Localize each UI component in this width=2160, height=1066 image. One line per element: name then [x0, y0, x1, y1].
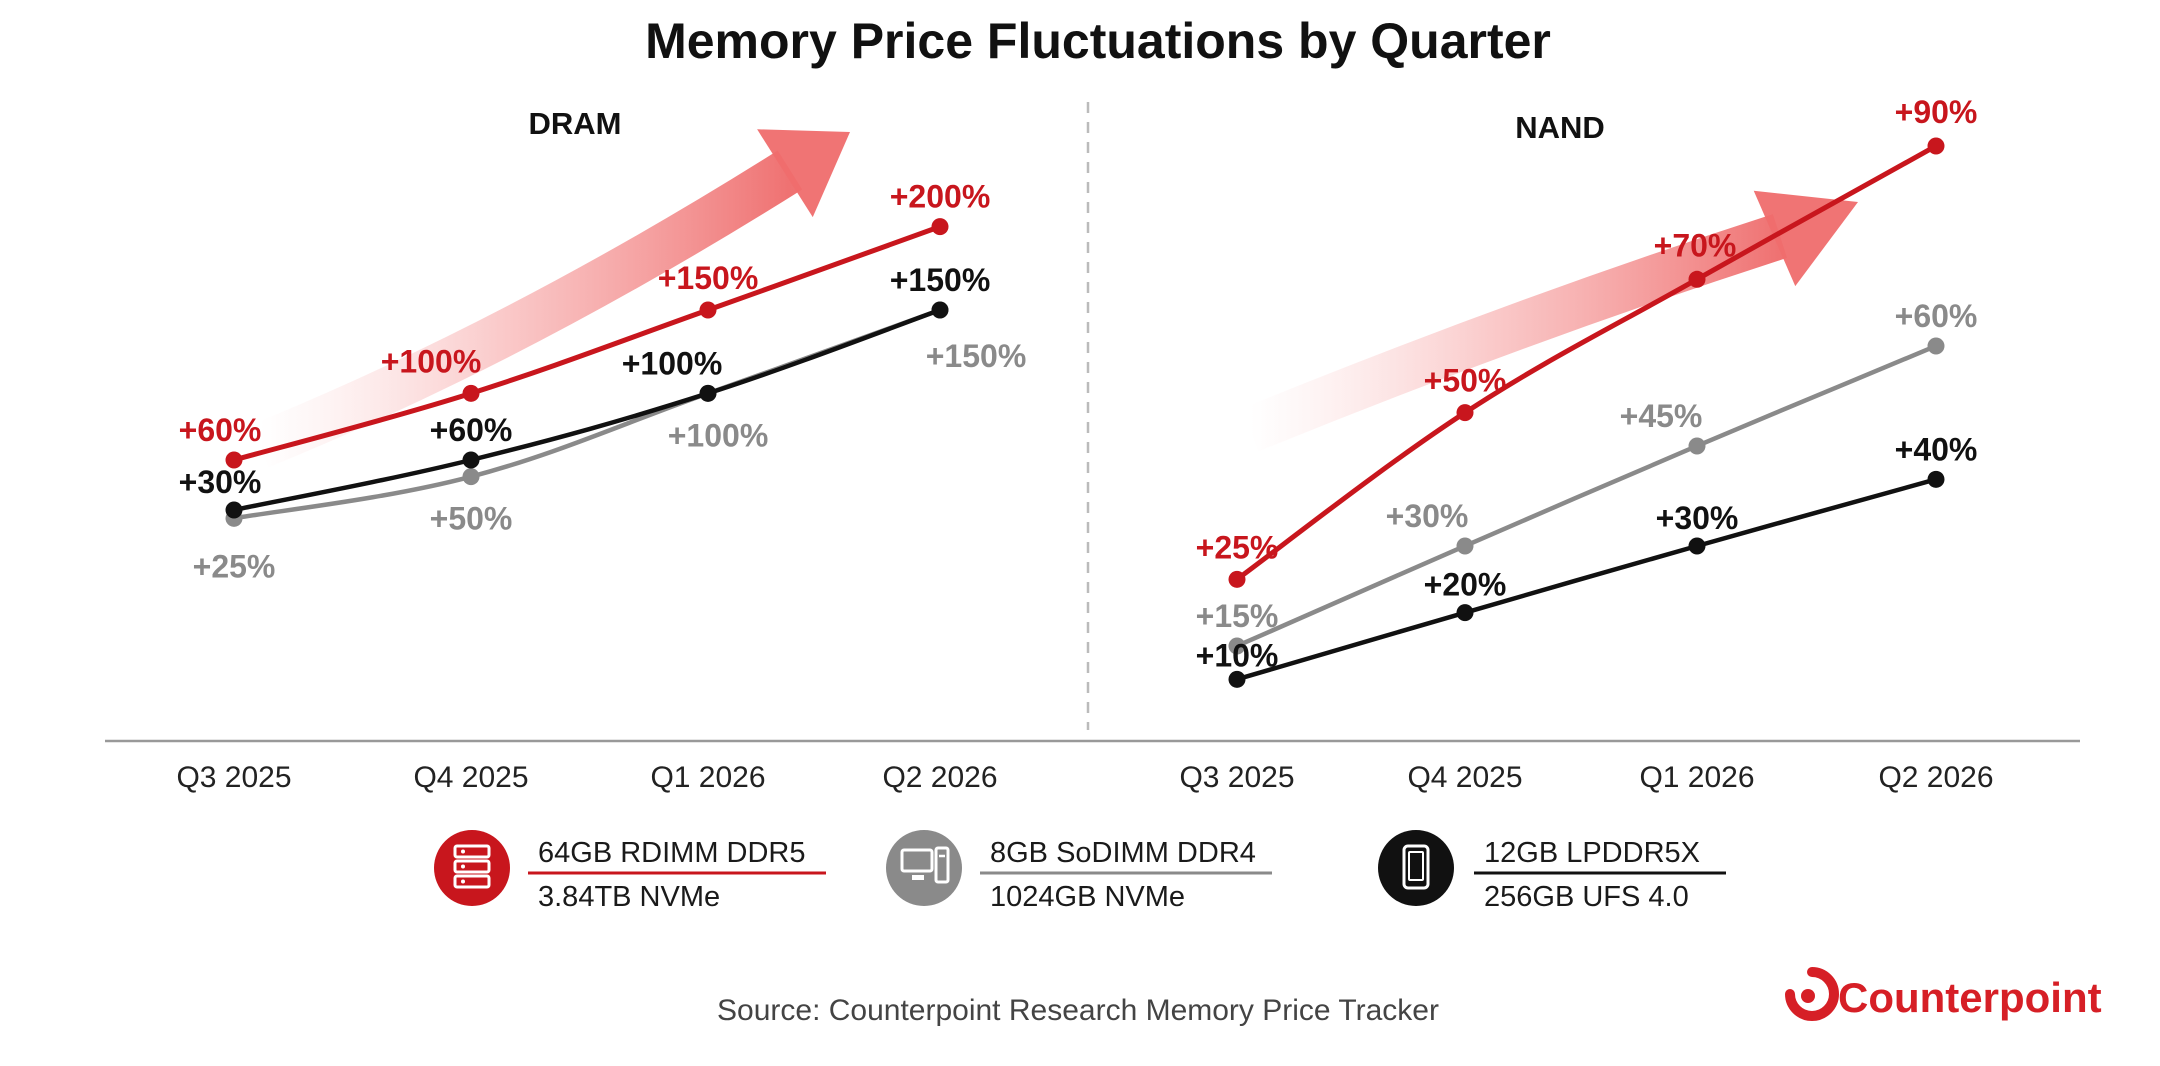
dram-red-data-label: +100%: [381, 343, 482, 379]
legend-red-dram-label: 64GB RDIMM DDR5: [538, 837, 806, 869]
dram-gray-data-label: +100%: [668, 417, 769, 453]
dram-black-line: [231, 307, 943, 513]
nand-gray-point: [1456, 537, 1474, 555]
nand-red-point: [1456, 404, 1474, 422]
nand-panel: NAND +15%+30%+45%+60%+10%+20%+30%+40%+25…: [1179, 94, 1993, 794]
nand-series-black: +10% +20% +30% +40%: [1196, 431, 1978, 688]
nand-black-point: [1228, 670, 1246, 688]
legend-black-nand-label: 256GB UFS 4.0: [1484, 881, 1689, 913]
legend-black-dram-label: 12GB LPDDR5X: [1484, 837, 1700, 869]
nand-series-red: +25% +50% +70% +90%: [1196, 94, 1978, 588]
dram-black-data-label: +30%: [179, 464, 262, 500]
nand-gray-point: [1688, 437, 1706, 455]
nand-black-data-label: +10%: [1196, 637, 1279, 673]
dram-black-point: [225, 501, 243, 519]
dram-gray-data-label: +150%: [926, 338, 1027, 374]
nand-gray-point: [1927, 337, 1945, 355]
dram-series-black: +30% +60% +100% +150%: [179, 262, 991, 519]
dram-black-point: [699, 384, 717, 402]
nand-x-tick-label: Q1 2026: [1639, 761, 1754, 794]
dram-series-red: +60% +100% +150% +200%: [179, 179, 991, 469]
dram-red-point: [225, 451, 243, 469]
nand-gray-data-label: +45%: [1620, 398, 1703, 434]
counterpoint-logo-text: Counterpoint: [1838, 974, 2102, 1021]
nand-gray-data-label: +15%: [1196, 598, 1279, 634]
nand-series-gray: +15% +30% +45% +60%: [1196, 298, 1978, 655]
desktop-pc-icon: [886, 830, 962, 906]
nand-panel-title: NAND: [1515, 110, 1605, 145]
dram-black-point: [462, 451, 480, 469]
dram-trend-arrow-shaft: [251, 150, 803, 468]
nand-gray-data-label: +60%: [1895, 298, 1978, 334]
nand-x-tick-label: Q3 2025: [1179, 761, 1294, 794]
dram-red-line: [231, 224, 943, 463]
dram-trend-arrow-head: [757, 129, 850, 218]
dram-black-point: [931, 301, 949, 319]
nand-black-data-label: +30%: [1656, 500, 1739, 536]
dram-red-point: [462, 384, 480, 402]
dram-red-data-label: +150%: [658, 260, 759, 296]
smartphone-icon: [1378, 830, 1454, 906]
nand-gray-point: [1228, 637, 1246, 655]
dram-panel-title: DRAM: [529, 106, 622, 141]
nand-black-point: [1688, 537, 1706, 555]
dram-black-data-label: +60%: [430, 412, 513, 448]
dram-red-point: [931, 218, 949, 236]
nand-gray-data-label: +30%: [1386, 498, 1469, 534]
dram-gray-point: [462, 468, 480, 486]
dram-x-tick-label: Q2 2026: [882, 761, 997, 794]
legend: 64GB RDIMM DDR5 3.84TB NVMe 8GB SoDIMM DDR…: [434, 830, 1726, 913]
legend-gray-nand-label: 1024GB NVMe: [990, 881, 1185, 913]
dram-red-data-label: +60%: [179, 412, 262, 448]
source-note: Source: Counterpoint Research Memory Pri…: [717, 994, 1439, 1027]
nand-red-point: [1688, 270, 1706, 288]
nand-red-point: [1927, 137, 1945, 155]
dram-gray-data-label: +25%: [193, 548, 276, 584]
chart-title: Memory Price Fluctuations by Quarter: [645, 13, 1551, 69]
dram-x-tick-label: Q4 2025: [413, 761, 528, 794]
nand-trend-arrow-head: [1753, 190, 1858, 287]
legend-gray-dram-label: 8GB SoDIMM DDR4: [990, 837, 1256, 869]
nand-black-point: [1456, 604, 1474, 622]
dram-panel: DRAM +25% +50% +100% +150% +30% +60% +100% +150…: [176, 106, 1026, 794]
nand-red-data-label: +50%: [1424, 363, 1507, 399]
counterpoint-logo: Counterpoint: [1785, 967, 2102, 1021]
legend-item-black: 12GB LPDDR5X 256GB UFS 4.0: [1378, 830, 1726, 913]
nand-x-tick-label: Q4 2025: [1407, 761, 1522, 794]
dram-red-data-label: +200%: [890, 179, 991, 215]
legend-item-red: 64GB RDIMM DDR5 3.84TB NVMe: [434, 830, 826, 913]
dram-black-data-label: +100%: [622, 345, 723, 381]
server-icon: [434, 830, 510, 906]
dram-red-point: [699, 301, 717, 319]
dram-gray-data-label: +50%: [430, 501, 513, 537]
nand-black-point: [1927, 470, 1945, 488]
nand-black-data-label: +40%: [1895, 431, 1978, 467]
legend-item-gray: 8GB SoDIMM DDR4 1024GB NVMe: [886, 830, 1272, 913]
nand-black-data-label: +20%: [1424, 567, 1507, 603]
dram-x-tick-label: Q3 2025: [176, 761, 291, 794]
nand-red-point: [1228, 570, 1246, 588]
nand-red-line: [1234, 143, 1939, 582]
nand-red-data-label: +25%: [1196, 529, 1279, 565]
nand-x-tick-label: Q2 2026: [1878, 761, 1993, 794]
nand-trend-arrow-shaft: [1241, 214, 1788, 452]
dram-x-tick-label: Q1 2026: [650, 761, 765, 794]
nand-black-line: [1234, 477, 1939, 682]
counterpoint-logo-icon: [1785, 967, 1839, 1021]
legend-red-nand-label: 3.84TB NVMe: [538, 881, 720, 913]
nand-gray-line: [1234, 343, 1939, 649]
nand-red-data-label: +90%: [1895, 94, 1978, 130]
dram-black-data-label: +150%: [890, 262, 991, 298]
nand-red-data-label: +70%: [1654, 227, 1737, 263]
